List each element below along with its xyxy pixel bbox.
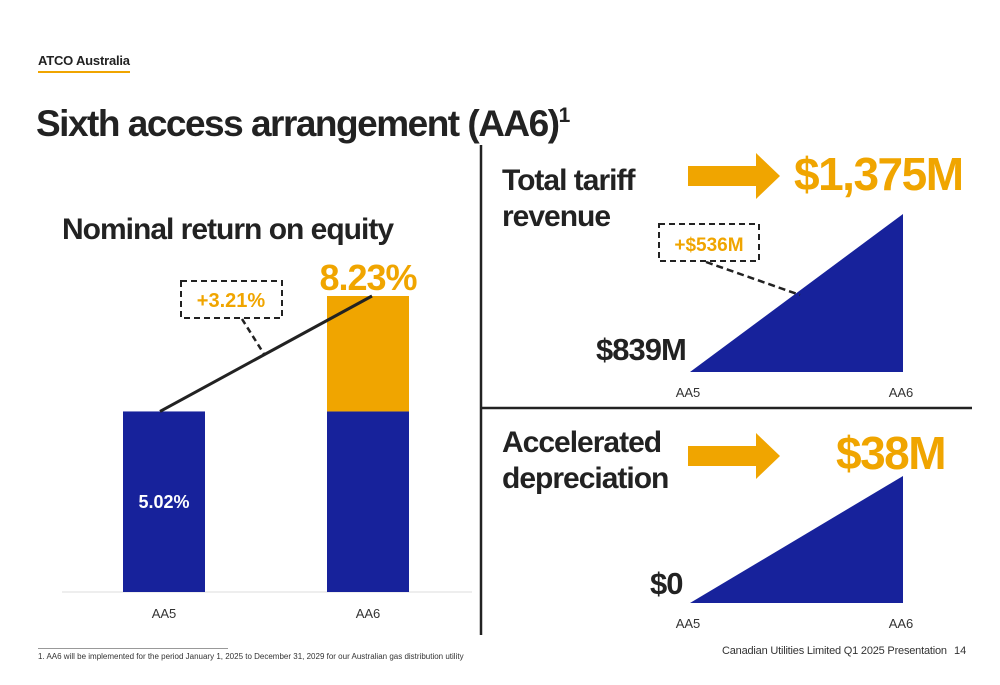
title-footnote-ref: 1 xyxy=(558,104,571,127)
roe-trend-line xyxy=(159,294,373,413)
footer-presentation-name: Canadian Utilities Limited Q1 2025 Prese… xyxy=(722,645,947,657)
roe-bar-label-aa5: 5.02% xyxy=(138,492,189,512)
depreciation-tick-aa6: AA6 xyxy=(889,616,914,631)
roe-annotation-box xyxy=(180,280,283,319)
tariff-tick-aa6: AA6 xyxy=(889,385,914,400)
roe-bar-aa6-segment-1 xyxy=(327,296,409,412)
right-arrow-icon xyxy=(688,153,780,199)
tariff-tick-aa5: AA5 xyxy=(676,385,701,400)
roe-bar-aa6-segment-0 xyxy=(327,411,409,592)
roe-annotation: +3.21% xyxy=(197,290,266,312)
tariff-annotation: +$536M xyxy=(674,235,743,256)
tariff-annotation-leader xyxy=(705,260,801,297)
section-label: ATCO Australia xyxy=(38,52,130,73)
tariff-chart-title: Total tariff revenue xyxy=(502,164,635,233)
page-title-text: Sixth access arrangement (AA6) xyxy=(36,103,560,144)
depreciation-end-label: $38M xyxy=(836,427,947,479)
depreciation-chart-title: Accelerated depreciation xyxy=(502,426,669,495)
roe-bar-aa5-segment-0 xyxy=(123,411,205,592)
roe-bar-label-aa6: 8.23% xyxy=(319,257,417,298)
depreciation-tick-aa5: AA5 xyxy=(676,616,701,631)
roe-tick-aa5: AA5 xyxy=(152,606,177,621)
footnote-divider xyxy=(38,648,228,649)
tariff-annotation-box xyxy=(658,223,760,262)
footnote: 1. AA6 will be implemented for the perio… xyxy=(38,652,464,661)
depreciation-area xyxy=(690,476,903,603)
roe-chart-title: Nominal return on equity xyxy=(62,213,394,246)
page-number: 14 xyxy=(954,645,967,657)
tariff-area xyxy=(690,214,903,372)
roe-tick-aa6: AA6 xyxy=(356,606,381,621)
tariff-start-label: $839M xyxy=(596,332,687,367)
depreciation-start-label: $0 xyxy=(650,566,683,601)
tariff-end-label: $1,375M xyxy=(794,148,964,200)
page-title: Sixth access arrangement (AA6)1 xyxy=(36,92,570,148)
roe-annotation-leader xyxy=(240,318,266,355)
right-arrow-icon xyxy=(688,433,780,479)
